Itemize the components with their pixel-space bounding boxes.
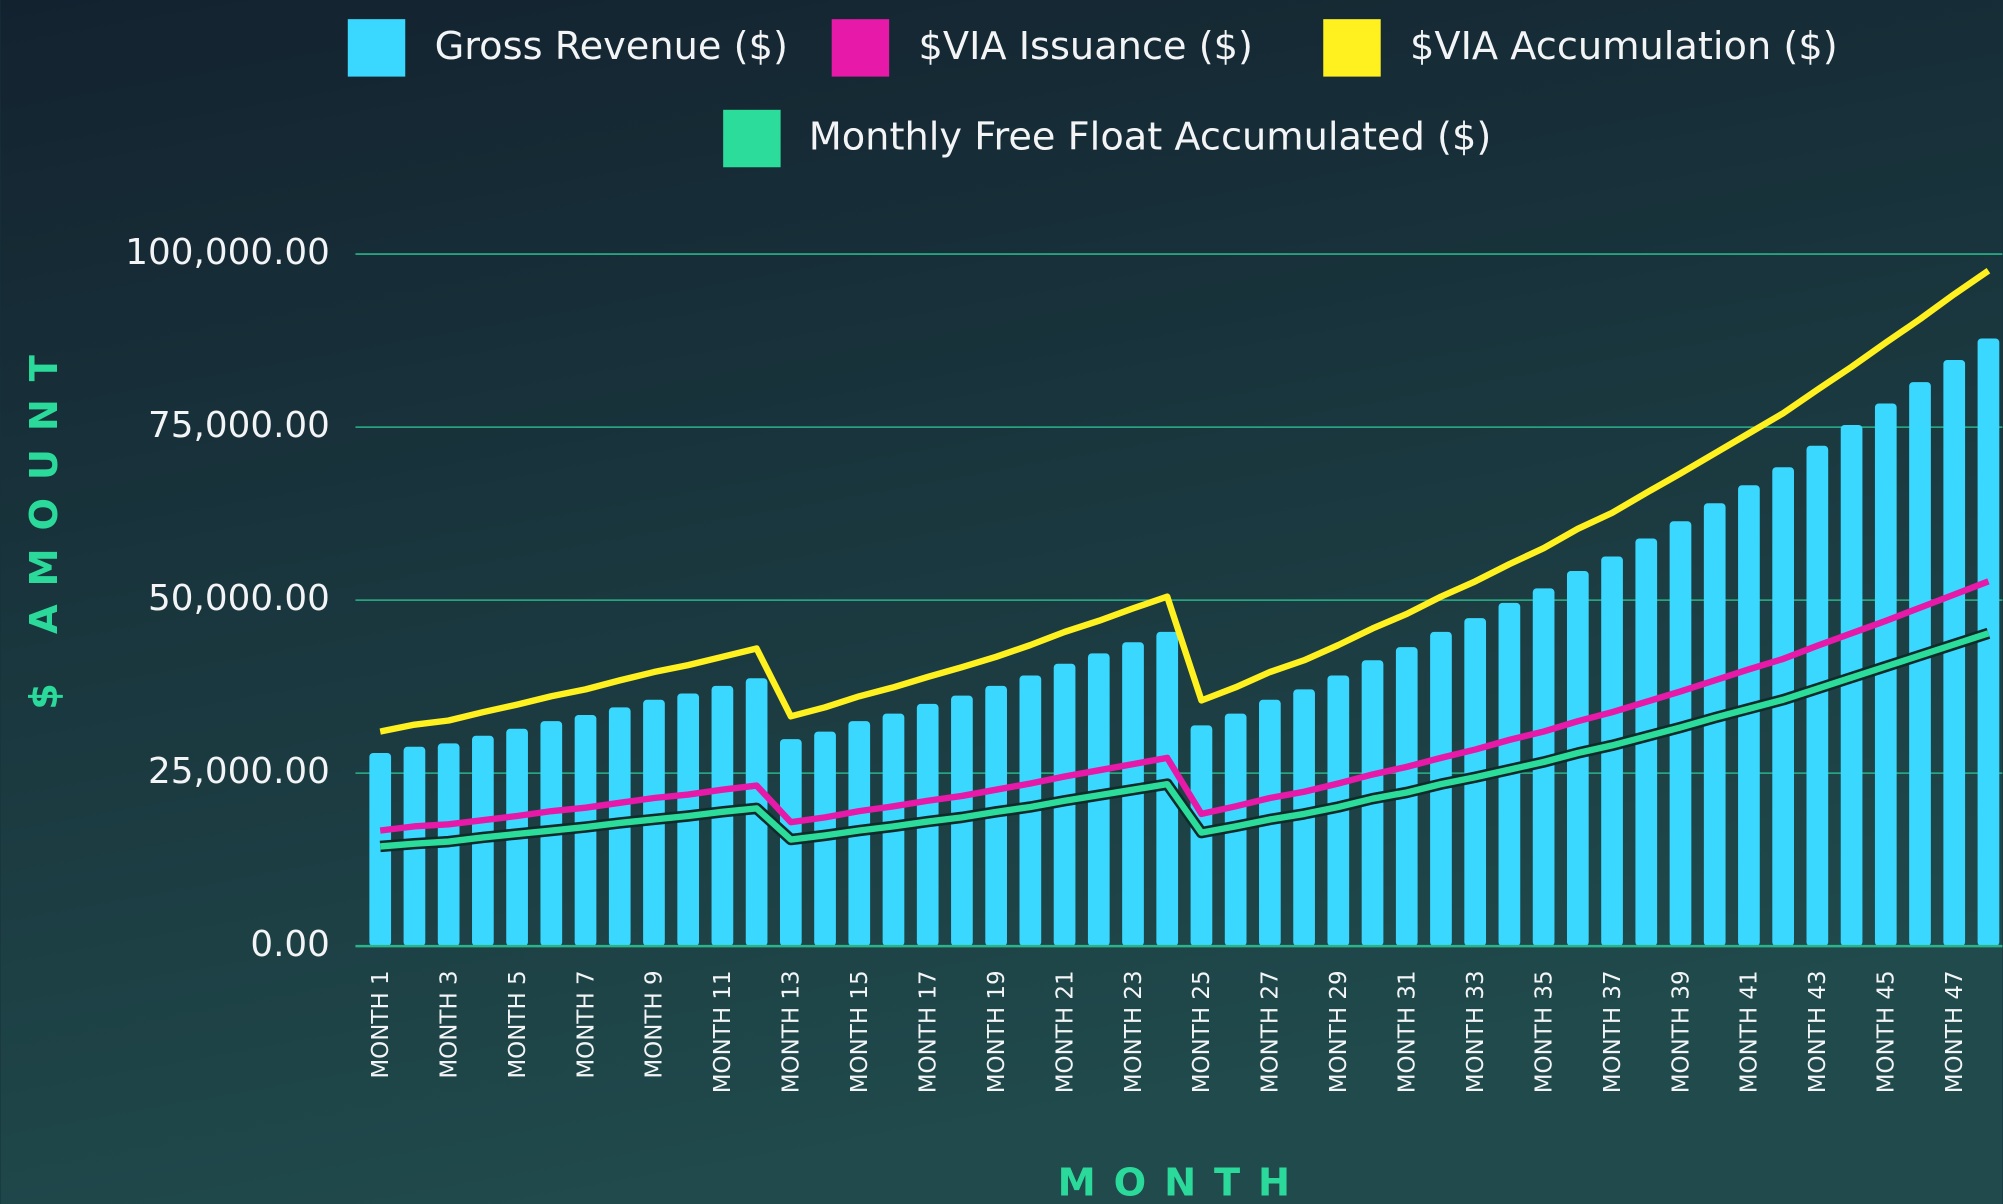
x-tick-label: MONTH 7: [573, 970, 599, 1078]
legend-swatch: [347, 19, 406, 77]
bar: [1909, 382, 1931, 947]
y-axis-title: $ AMOUNT: [22, 337, 67, 710]
x-tick-label: MONTH 41: [1737, 970, 1763, 1093]
x-tick-label: MONTH 45: [1874, 970, 1900, 1093]
x-tick-label: MONTH 15: [847, 970, 873, 1093]
y-tick-label: 25,000.00: [148, 751, 330, 792]
x-tick-label: MONTH 27: [1258, 970, 1284, 1093]
x-tick-label: MONTH 1: [368, 970, 394, 1078]
line: [379, 630, 1990, 850]
x-tick-label: MONTH 3: [436, 970, 462, 1078]
bar: [1977, 338, 2000, 947]
bar: [1806, 445, 1829, 947]
x-tick-label: MONTH 29: [1326, 970, 1352, 1093]
bar: [1772, 467, 1794, 947]
x-tick-label: MONTH 31: [1395, 970, 1421, 1093]
y-tick-label: 100,000.00: [125, 232, 330, 273]
x-tick-label: MONTH 37: [1600, 970, 1626, 1093]
bar: [369, 753, 392, 947]
bar: [1840, 425, 1863, 947]
bar: [1738, 485, 1760, 947]
legend-swatch: [1323, 19, 1381, 77]
legend-label: $VIA Issuance ($): [919, 24, 1253, 69]
bar: [1943, 359, 1966, 947]
x-tick-label: MONTH 9: [642, 970, 668, 1078]
y-tick-label: 50,000.00: [148, 578, 330, 619]
bar: [1669, 521, 1692, 947]
x-axis-title: MONTH: [1058, 1160, 1308, 1204]
x-tick-label: MONTH 25: [1189, 970, 1215, 1093]
x-tick-label: MONTH 23: [1121, 970, 1147, 1093]
x-tick-label: MONTH 5: [505, 970, 531, 1078]
line: [379, 578, 1990, 834]
x-tick-label: MONTH 19: [984, 970, 1010, 1093]
x-tick-label: MONTH 47: [1942, 970, 1968, 1093]
legend-label: $VIA Accumulation ($): [1410, 24, 1838, 69]
x-tick-label: MONTH 13: [779, 970, 805, 1093]
legend-swatch: [723, 109, 781, 168]
y-tick-label: 0.00: [250, 924, 330, 965]
x-tick-label: MONTH 17: [915, 970, 941, 1093]
y-tick-label: 75,000.00: [148, 405, 330, 446]
x-tick-label: MONTH 43: [1805, 970, 1831, 1093]
bar: [1874, 403, 1897, 947]
x-tick-label: MONTH 21: [1052, 970, 1078, 1093]
x-tick-label: MONTH 39: [1668, 970, 1694, 1093]
legend-label: Monthly Free Float Accumulated ($): [809, 115, 1492, 160]
legend-swatch: [831, 19, 890, 77]
x-tick-label: MONTH 33: [1463, 970, 1489, 1093]
legend-label: Gross Revenue ($): [435, 24, 788, 69]
x-tick-label: MONTH 35: [1531, 970, 1557, 1093]
x-tick-label: MONTH 11: [710, 970, 736, 1093]
line: [379, 268, 1991, 735]
bar: [1703, 503, 1726, 947]
